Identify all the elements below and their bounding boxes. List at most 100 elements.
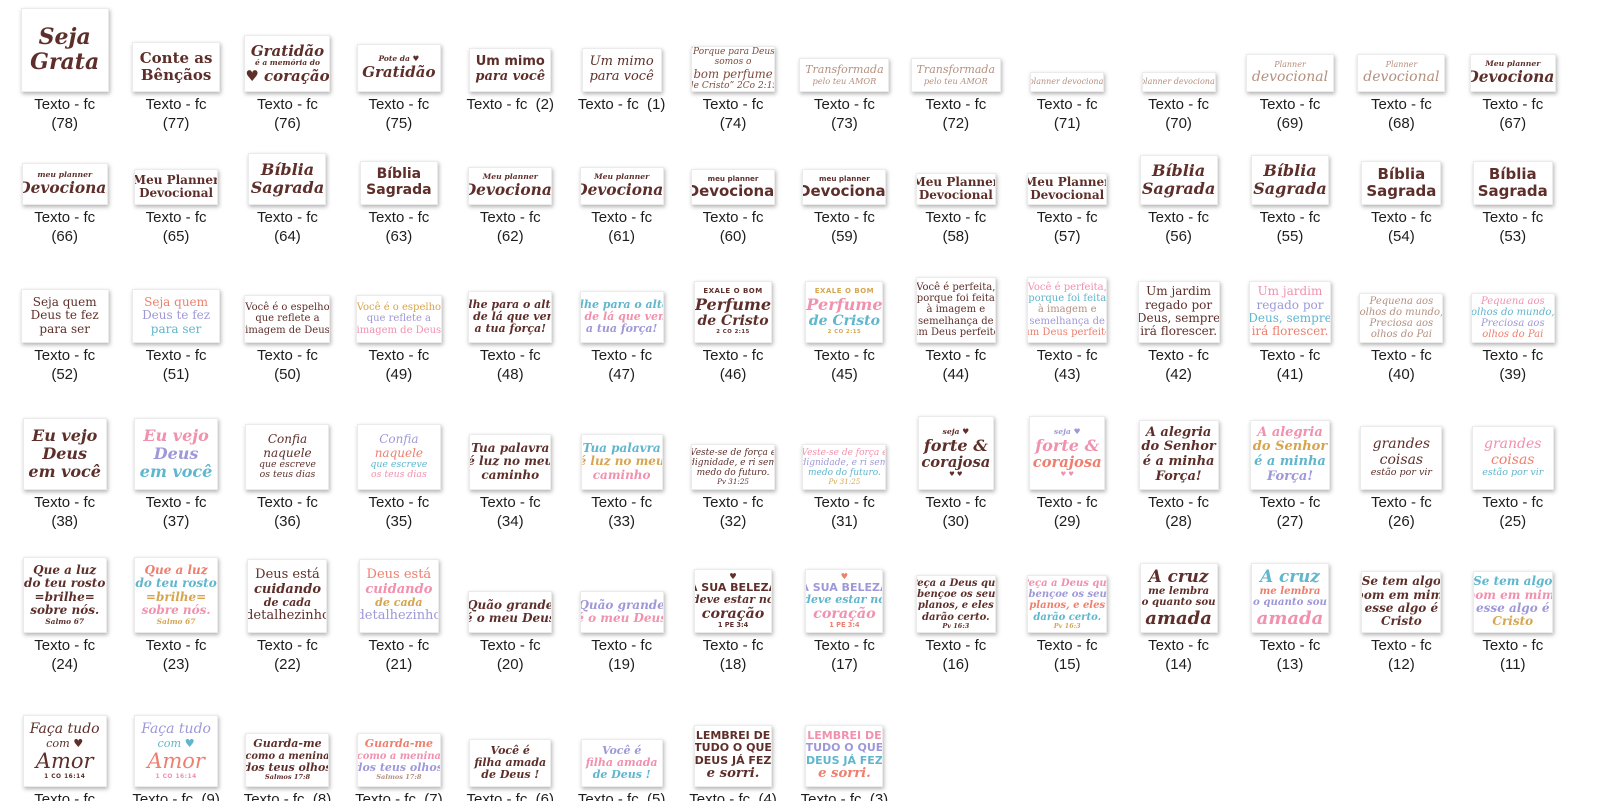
file-item[interactable]: A cruz me lembra o quanto sou amada Texto -… xyxy=(1123,547,1234,680)
file-item[interactable]: Deus está cuidando de cada detalhezinho Tex… xyxy=(232,547,343,680)
file-item[interactable]: Conte as Bênçãos Texto - fc (77) xyxy=(120,8,231,139)
file-item[interactable]: Transformada pelo teu AMOR Texto - fc (72) xyxy=(900,8,1011,139)
file-item[interactable]: Você é o espelho que reflete a imagem de D… xyxy=(232,271,343,390)
thumbnail-image[interactable]: Bíblia Sagrada xyxy=(1250,155,1329,205)
thumbnail-image[interactable]: Planner devocional xyxy=(1245,54,1334,92)
file-item[interactable]: A cruz me lembra o quanto sou amada Texto -… xyxy=(1234,547,1345,680)
thumbnail-image[interactable]: Que a luz do teu rosto =brilhe= sobre nós. S… xyxy=(22,557,107,633)
file-item[interactable]: Meu planner Devocional Texto - fc (67) xyxy=(1457,8,1568,139)
file-item[interactable]: Se tem algobom em mim,esse algo éCristo … xyxy=(1457,547,1568,680)
file-item[interactable]: Seja quem Deus te fez para ser Texto - fc (… xyxy=(120,271,231,390)
thumbnail-image[interactable]: Um mimo para você xyxy=(469,48,552,92)
file-item[interactable]: Você é o espelho que reflete a imagem de D… xyxy=(343,271,454,390)
thumbnail-image[interactable]: seja ♥ forte & corajosa ♥ ♥ xyxy=(1029,416,1106,490)
thumbnail-image[interactable]: planner devocional xyxy=(1141,72,1216,92)
thumbnail-image[interactable]: Faça tudo com ♥ Amor 1 CO 16:14 xyxy=(134,715,219,787)
file-item[interactable]: Um mimo para você Texto - fc (2) xyxy=(455,8,566,139)
thumbnail-image[interactable]: Olhe para o alto,é de lá que vema tua fo… xyxy=(579,291,664,343)
thumbnail-image[interactable]: Um mimo para você xyxy=(581,48,662,92)
thumbnail-image[interactable]: LEMBREI DE TUDO O QUE DEUS JÁ FEZ e sorri. xyxy=(805,725,884,787)
thumbnail-image[interactable]: Planner devocional xyxy=(1357,54,1446,92)
thumbnail-image[interactable]: Você é filha amada de Deus ! xyxy=(469,739,552,787)
thumbnail-image[interactable]: meu planner Devocional xyxy=(21,163,108,205)
thumbnail-image[interactable]: Bíblia Sagrada xyxy=(1361,161,1442,205)
file-item[interactable]: EXALE O BOM Perfume de Cristo 2 CO 2:15 Tex… xyxy=(789,271,900,390)
file-item[interactable]: Tua palavra é luz no meu caminho Texto - f… xyxy=(566,408,677,537)
thumbnail-image[interactable]: meu planner Devocional xyxy=(691,169,776,205)
file-item[interactable]: Pequena aos olhos do mundo, Preciosa aos ol… xyxy=(1346,271,1457,390)
file-item[interactable]: Gratidão é a memória do ♥ coração Texto - … xyxy=(232,8,343,139)
file-item[interactable]: Planner devocional Texto - fc (69) xyxy=(1234,8,1345,139)
file-item[interactable]: “Porque para Deus, somos o bom perfume de C… xyxy=(677,8,788,139)
thumbnail-image[interactable]: Bíblia Sagrada xyxy=(1139,155,1218,205)
thumbnail-image[interactable]: Peça a Deus queabençoe os seusplanos, e … xyxy=(1027,575,1108,633)
file-item[interactable]: LEMBREI DE TUDO O QUE DEUS JÁ FEZ e sorri. … xyxy=(789,697,900,801)
thumbnail-image[interactable]: A alegria do Senhor é a minha Força! xyxy=(1249,420,1330,490)
file-item[interactable]: Faça tudo com ♥ Amor 1 CO 16:14 Texto - fc … xyxy=(120,697,231,801)
file-item[interactable]: Pequena aos olhos do mundo, Preciosa aos ol… xyxy=(1457,271,1568,390)
file-item[interactable]: Um jardim regado por Deus, sempre irá flore… xyxy=(1234,271,1345,390)
thumbnail-image[interactable]: Você é perfeita, porque foi feita à imagem… xyxy=(1027,277,1108,343)
file-item[interactable]: Você é perfeita, porque foi feita à imagem… xyxy=(900,271,1011,390)
file-item[interactable]: Deus está cuidando de cada detalhezinho Tex… xyxy=(343,547,454,680)
file-item[interactable]: meu planner Devocional Texto - fc (59) xyxy=(789,153,900,252)
thumbnail-image[interactable]: “Porque para Deus, somos o bom perfume de C… xyxy=(691,46,776,92)
thumbnail-image[interactable]: meu planner Devocional xyxy=(802,169,887,205)
file-item[interactable]: Bíblia Sagrada Texto - fc (56) xyxy=(1123,153,1234,252)
file-item[interactable]: Se tem algobom em mim,esse algo éCristo … xyxy=(1346,547,1457,680)
file-item[interactable]: Bíblia Sagrada Texto - fc (53) xyxy=(1457,153,1568,252)
thumbnail-image[interactable]: Guarda-me como a menina dos teus olhos Salm… xyxy=(356,733,441,787)
file-item[interactable]: grandes coisas estão por vir Texto - fc (26… xyxy=(1346,408,1457,537)
thumbnail-image[interactable]: Bíblia Sagrada xyxy=(248,153,327,205)
thumbnail-image[interactable]: Tua palavra é luz no meu caminho xyxy=(580,434,663,490)
thumbnail-image[interactable]: Faça tudo com ♥ Amor 1 CO 16:14 xyxy=(22,715,107,787)
thumbnail-image[interactable]: LEMBREI DE TUDO O QUE DEUS JÁ FEZ e sorri. xyxy=(694,725,773,787)
file-item[interactable]: Bíblia Sagrada Texto - fc (55) xyxy=(1234,153,1345,252)
file-item[interactable]: Confia naquele que escreve os teus dias Tex… xyxy=(232,408,343,537)
thumbnail-image[interactable]: Seja quem Deus te fez para ser xyxy=(20,289,109,343)
file-item[interactable]: Um mimo para você Texto - fc (1) xyxy=(566,8,677,139)
thumbnail-image[interactable]: Transformada pelo teu AMOR xyxy=(910,58,1001,92)
file-item[interactable]: Seja Grata Texto - fc (78) xyxy=(9,8,120,139)
file-item[interactable]: grandes coisas estão por vir Texto - fc (25… xyxy=(1457,408,1568,537)
thumbnail-image[interactable]: Seja quem Deus te fez para ser xyxy=(132,289,221,343)
thumbnail-image[interactable]: Peça a Deus queabençoe os seusplanos, e … xyxy=(915,575,996,633)
file-item[interactable]: Bíblia Sagrada Texto - fc (54) xyxy=(1346,153,1457,252)
thumbnail-image[interactable]: Confia naquele que escreve os teus dias xyxy=(356,424,441,490)
file-item[interactable]: meu planner Devocional Texto - fc (60) xyxy=(677,153,788,252)
thumbnail-image[interactable]: Você é o espelho que reflete a imagem de D… xyxy=(355,295,442,343)
thumbnail-image[interactable]: seja ♥ forte & corajosa ♥ ♥ xyxy=(917,416,994,490)
thumbnail-image[interactable]: Pequena aos olhos do mundo, Preciosa aos ol… xyxy=(1359,293,1444,343)
thumbnail-image[interactable]: Pequena aos olhos do mundo, Preciosa aos ol… xyxy=(1470,293,1555,343)
file-item[interactable]: Você é filha amada de Deus ! Texto - fc (6… xyxy=(455,697,566,801)
thumbnail-image[interactable]: Veste-se de força e dignidade, e ri sem me… xyxy=(802,444,887,490)
file-item[interactable]: A alegria do Senhor é a minha Força! Texto … xyxy=(1123,408,1234,537)
file-item[interactable]: Planner devocional Texto - fc (68) xyxy=(1346,8,1457,139)
file-item[interactable]: Meu Planner Devocional Texto - fc (65) xyxy=(120,153,231,252)
thumbnail-image[interactable]: EXALE O BOM Perfume de Cristo 2 CO 2:15 xyxy=(805,281,884,343)
file-item[interactable]: Guarda-me como a menina dos teus olhos Salm… xyxy=(343,697,454,801)
thumbnail-image[interactable]: Um jardim regado por Deus, sempre irá flore… xyxy=(1137,281,1220,343)
file-item[interactable]: Veste-se de força e dignidade, e ri sem me… xyxy=(789,408,900,537)
file-item[interactable]: Tua palavra é luz no meu caminho Texto - f… xyxy=(455,408,566,537)
thumbnail-image[interactable]: Transformada pelo teu AMOR xyxy=(799,58,890,92)
thumbnail-image[interactable]: A cruz me lembra o quanto sou amada xyxy=(1250,563,1329,633)
thumbnail-image[interactable]: Você é filha amada de Deus ! xyxy=(580,739,663,787)
thumbnail-image[interactable]: Confia naquele que escreve os teus dias xyxy=(245,424,330,490)
thumbnail-image[interactable]: Você é o espelho que reflete a imagem de D… xyxy=(244,295,331,343)
thumbnail-image[interactable]: Quão grande é o meu Deus xyxy=(468,591,553,633)
file-item[interactable]: planner devocional Texto - fc (70) xyxy=(1123,8,1234,139)
thumbnail-image[interactable]: Um jardim regado por Deus, sempre irá flore… xyxy=(1248,281,1331,343)
thumbnail-image[interactable]: Meu Planner Devocional xyxy=(134,169,219,205)
file-item[interactable]: Seja quem Deus te fez para ser Texto - fc (… xyxy=(9,271,120,390)
thumbnail-image[interactable]: A alegria do Senhor é a minha Força! xyxy=(1138,420,1219,490)
file-item[interactable]: Guarda-me como a menina dos teus olhos Salm… xyxy=(232,697,343,801)
